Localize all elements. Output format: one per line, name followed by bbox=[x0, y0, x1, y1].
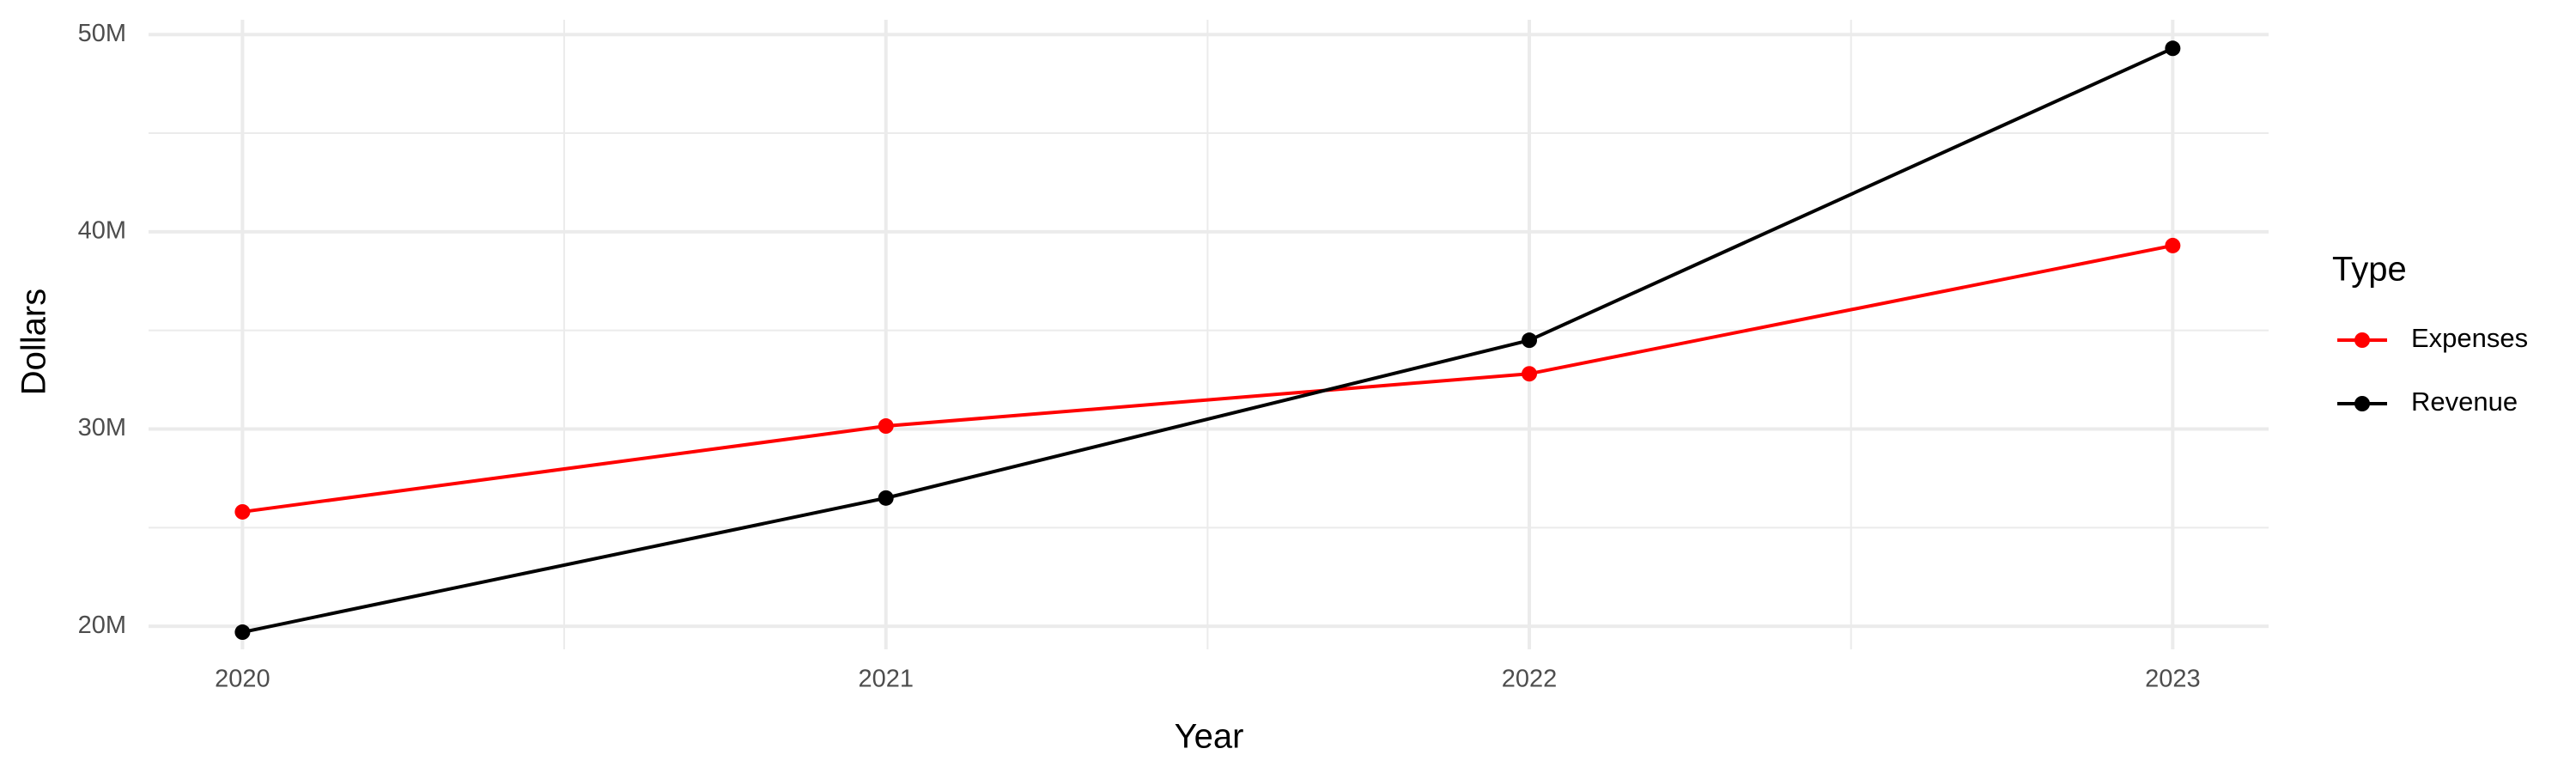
y-tick-label: 50M bbox=[78, 20, 126, 47]
data-point bbox=[878, 490, 894, 506]
data-point bbox=[2165, 237, 2181, 253]
x-tick-label: 2022 bbox=[1502, 666, 1558, 693]
x-axis-title: Year bbox=[1175, 718, 1244, 756]
series-line bbox=[241, 46, 2174, 634]
data-point bbox=[878, 418, 894, 435]
x-tick-label: 2021 bbox=[858, 666, 914, 693]
series-line bbox=[242, 243, 2173, 514]
y-axis-title: Dollars bbox=[15, 289, 53, 395]
data-point bbox=[234, 624, 251, 641]
legend-point bbox=[2354, 332, 2370, 348]
x-tick-label: 2020 bbox=[215, 666, 270, 693]
y-tick-label: 30M bbox=[78, 414, 126, 441]
y-tick-label: 20M bbox=[78, 612, 126, 639]
x-tick-label: 2023 bbox=[2145, 666, 2201, 693]
legend-label: Revenue bbox=[2411, 386, 2518, 417]
legend-point bbox=[2354, 396, 2370, 411]
legend-label: Expenses bbox=[2411, 323, 2528, 353]
legend-title: Type bbox=[2332, 251, 2407, 289]
data-point bbox=[1522, 332, 1538, 349]
data-point bbox=[1522, 366, 1538, 382]
y-tick-label: 40M bbox=[78, 217, 126, 245]
data-point bbox=[2165, 40, 2181, 57]
data-point bbox=[234, 503, 251, 520]
